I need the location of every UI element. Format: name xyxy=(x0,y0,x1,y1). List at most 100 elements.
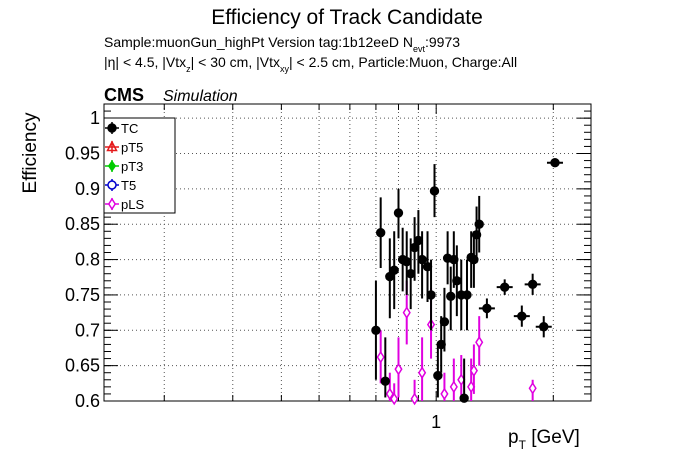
legend-entry-tc: TC xyxy=(105,121,138,136)
legend-entry-pt5: pT5 xyxy=(105,140,143,155)
marker xyxy=(474,219,484,229)
marker xyxy=(446,291,456,302)
selection-cuts: |η| < 4.5, |Vtxz| < 30 cm, |Vtxxy| < 2.5… xyxy=(104,54,517,74)
y-tick-label: 1 xyxy=(90,108,100,128)
legend-label: pLS xyxy=(121,197,144,212)
data-point-pls xyxy=(376,330,385,384)
cms-label: CMS xyxy=(104,85,144,105)
data-point-tc xyxy=(452,245,462,317)
marker xyxy=(385,387,394,401)
data-point-tc xyxy=(535,316,552,338)
grid-lines xyxy=(104,104,591,401)
marker xyxy=(371,325,381,335)
marker xyxy=(452,276,462,286)
marker xyxy=(389,265,399,275)
legend-label: TC xyxy=(121,121,138,136)
marker xyxy=(462,290,472,300)
marker xyxy=(482,303,492,314)
data-point-tc xyxy=(546,157,563,168)
marker xyxy=(402,256,412,267)
marker xyxy=(528,381,537,395)
marker xyxy=(402,306,411,319)
data-point-tc xyxy=(426,259,436,331)
y-tick-label: 0.65 xyxy=(65,356,100,376)
simulation-label: Simulation xyxy=(163,88,238,105)
y-tick-label: 0.6 xyxy=(75,391,100,411)
legend-marker xyxy=(107,180,117,190)
marker xyxy=(417,254,427,265)
data-point-pls xyxy=(440,372,449,401)
marker xyxy=(418,366,427,380)
y-tick-label: 0.95 xyxy=(65,144,100,164)
data-point-pls xyxy=(418,337,427,401)
data-point-tc xyxy=(459,358,469,403)
legend-marker xyxy=(107,160,117,172)
y-tick-label: 0.85 xyxy=(65,214,100,234)
legend-label: T5 xyxy=(121,178,136,193)
legend-entry-pls: pLS xyxy=(105,197,144,212)
data-point-tc xyxy=(513,305,530,327)
marker xyxy=(394,362,403,376)
data-point-tc xyxy=(380,337,391,398)
marker xyxy=(459,393,469,403)
data-point-tc xyxy=(429,164,440,218)
data-point-tc xyxy=(524,273,541,295)
marker xyxy=(469,364,478,377)
y-tick-label: 0.75 xyxy=(65,285,100,305)
legend-entry-t5: T5 xyxy=(105,178,136,193)
marker xyxy=(449,380,458,394)
data-point-tc xyxy=(439,287,450,352)
legend-marker xyxy=(107,123,117,133)
data-point-pls xyxy=(469,344,478,394)
data-point-tc xyxy=(413,210,424,274)
marker xyxy=(539,322,549,332)
marker xyxy=(429,186,440,196)
marker xyxy=(475,335,484,349)
y-tick-label: 0.8 xyxy=(75,250,100,270)
marker xyxy=(410,392,419,406)
data-point-pls xyxy=(390,383,399,406)
y-tick-label: 0.9 xyxy=(75,179,100,199)
legend-marker xyxy=(106,140,118,152)
sample-info: Sample:muonGun_highPt Version tag:1b12ee… xyxy=(104,34,460,54)
marker xyxy=(439,317,450,327)
marker xyxy=(375,228,386,238)
legend-label: pT3 xyxy=(121,159,143,174)
data-points xyxy=(371,157,563,406)
data-point-tc xyxy=(393,188,404,239)
data-point-pls xyxy=(528,379,537,401)
y-tick-label: 0.7 xyxy=(75,320,100,340)
marker xyxy=(499,282,510,292)
legend: TC pT5 pT3 T5 pLS xyxy=(103,117,176,214)
data-point-tc xyxy=(433,344,443,398)
chart-title: Efficiency of Track Candidate xyxy=(211,6,483,29)
legend-label: pT5 xyxy=(121,140,143,155)
data-point-pls xyxy=(449,358,458,401)
x-tick-label: 1 xyxy=(431,412,441,432)
marker xyxy=(426,290,436,300)
data-point-tc xyxy=(436,316,446,373)
marker xyxy=(440,387,449,401)
data-point-tc xyxy=(385,238,395,319)
data-point-tc xyxy=(496,279,513,295)
data-point-pls xyxy=(394,337,403,398)
data-point-tc xyxy=(409,217,420,281)
marker xyxy=(380,376,391,386)
data-point-tc xyxy=(478,298,495,319)
data-point-tc xyxy=(462,259,472,331)
data-point-pls xyxy=(385,372,394,401)
marker xyxy=(517,311,527,321)
marker xyxy=(550,157,560,168)
marker xyxy=(527,279,538,290)
marker xyxy=(393,208,404,218)
y-axis-label: Efficiency xyxy=(20,112,41,193)
data-point-tc xyxy=(417,231,427,299)
data-point-pls xyxy=(457,355,466,398)
data-point-pls xyxy=(475,316,484,366)
data-point-tc xyxy=(371,280,381,380)
marker xyxy=(376,350,385,364)
axis-ticks: 1 0.6 0.65 0.7 0.75 0.8 0.85 0.9 0.95 1 xyxy=(65,103,591,432)
data-point-tc xyxy=(446,266,456,331)
data-point-tc xyxy=(474,195,484,253)
